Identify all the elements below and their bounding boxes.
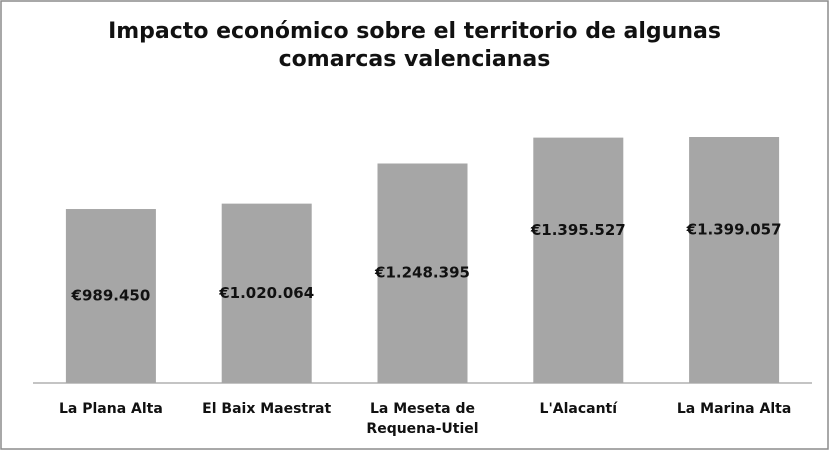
x-tick-label: El Baix Maestrat <box>202 401 332 417</box>
data-label: €1.395.527 <box>530 221 626 239</box>
bar <box>689 137 780 383</box>
bar <box>533 137 624 383</box>
data-label: €1.399.057 <box>686 221 782 239</box>
bar <box>221 203 312 383</box>
data-label: €1.020.064 <box>218 284 314 302</box>
x-tick-label: La Meseta de Requena-Utiel <box>366 401 479 437</box>
bar <box>65 209 156 383</box>
bar <box>377 163 468 383</box>
x-tick-label: L'Alacantí <box>539 401 618 417</box>
x-tick-label: La Plana Alta <box>58 401 163 417</box>
chart-title-box: Impacto económico sobre el territorio de… <box>0 18 829 74</box>
x-tick-label: La Marina Alta <box>676 401 792 417</box>
data-label: €1.248.395 <box>374 264 470 282</box>
chart-title: Impacto económico sobre el territorio de… <box>108 19 721 72</box>
data-label: €989.450 <box>71 287 151 305</box>
